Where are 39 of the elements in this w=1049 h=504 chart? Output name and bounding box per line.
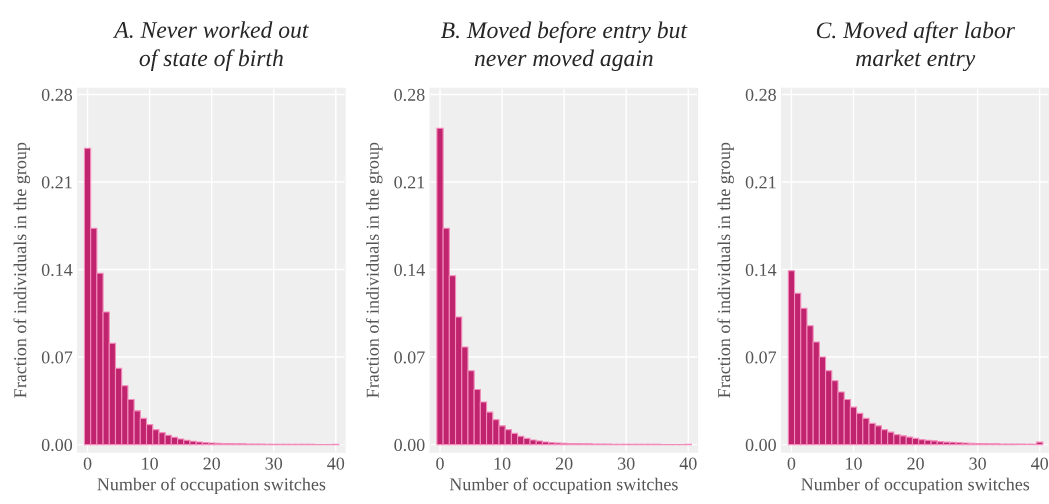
chart-title: A. Never worked out of state of birth	[113, 21, 309, 72]
chart-title: C. Moved after labor market entry	[816, 21, 1015, 72]
x-axis-title: Number of occupation switches	[97, 477, 326, 495]
y-tick-label: 0.28	[745, 88, 776, 101]
x-tick-label: 20	[203, 457, 221, 470]
x-tick-label: 10	[846, 457, 862, 470]
x-tick-label: 40	[327, 457, 345, 470]
y-tick-label: 0.21	[745, 176, 776, 189]
x-tick-label: 10	[142, 457, 158, 470]
x-tick-label: 0	[436, 457, 444, 470]
y-axis-title: Fraction of individuals in the group	[717, 142, 734, 398]
y-tick-label: 0.21	[394, 176, 425, 189]
x-tick-label: 30	[618, 457, 635, 470]
y-tick-label: 0.14	[394, 263, 425, 277]
x-tick-label: 0	[83, 457, 92, 470]
x-tick-label: 20	[907, 457, 924, 470]
x-axis-title: Number of occupation switches	[449, 477, 678, 495]
y-tick-label: 0.00	[394, 438, 425, 452]
y-axis-title: Fraction of individuals in the group	[365, 142, 383, 398]
y-tick-label: 0.07	[41, 351, 73, 364]
x-tick-label: 30	[969, 457, 986, 470]
y-tick-label: 0.28	[41, 88, 73, 101]
y-tick-label: 0.00	[745, 438, 776, 452]
x-axis-title: Number of occupation switches	[801, 477, 1030, 495]
y-tick-label: 0.28	[394, 88, 425, 101]
y-tick-label: 0.07	[745, 351, 777, 364]
y-tick-label: 0.14	[745, 263, 777, 277]
x-tick-label: 40	[1031, 457, 1049, 470]
x-tick-label: 20	[555, 457, 573, 470]
y-tick-label: 0.21	[41, 176, 72, 189]
x-tick-label: 0	[787, 457, 796, 470]
y-tick-label: 0.07	[394, 351, 425, 364]
chart-title: B. Moved before entry but never moved again	[440, 21, 688, 72]
y-tick-label: 0.14	[41, 263, 73, 277]
x-tick-label: 30	[265, 457, 283, 470]
y-axis-title: Fraction of individuals in the group	[13, 142, 31, 398]
x-tick-label: 40	[679, 457, 697, 470]
x-tick-label: 10	[494, 457, 511, 470]
y-tick-label: 0.00	[41, 438, 73, 452]
